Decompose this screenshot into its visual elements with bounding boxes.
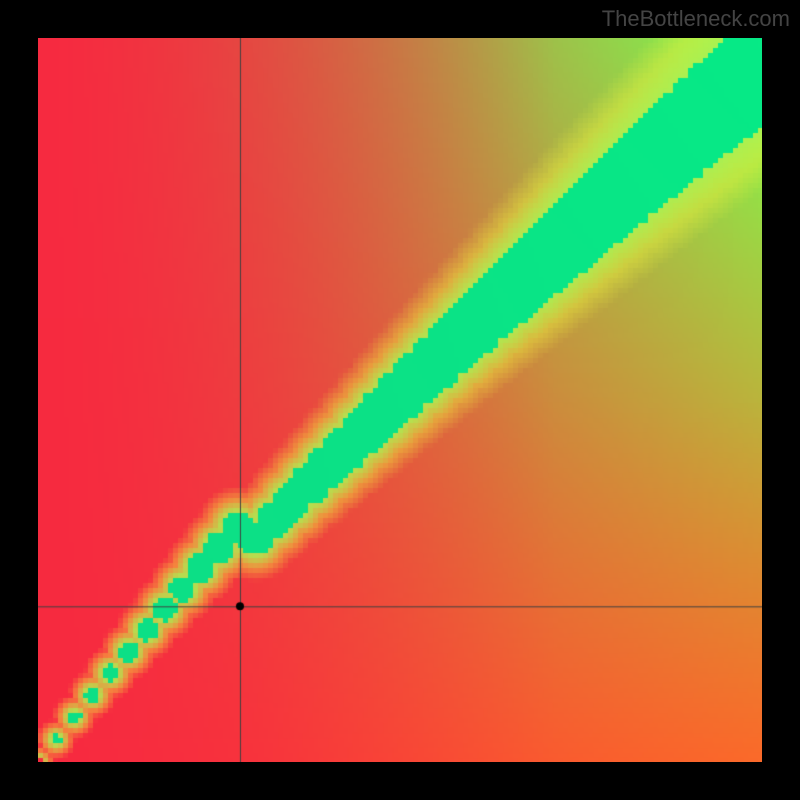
chart-container: TheBottleneck.com [0,0,800,800]
watermark-text: TheBottleneck.com [602,6,790,32]
heatmap-canvas [38,38,762,762]
heatmap-plot [38,38,762,762]
